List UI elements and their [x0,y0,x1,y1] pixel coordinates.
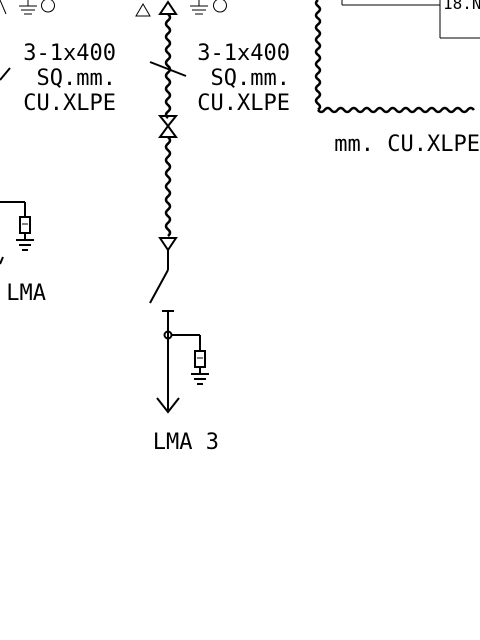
cable-wavy-upper [164,13,172,119]
right-cable-type: mm. CU.XLPE [334,132,480,157]
center-feeder [149,0,209,414]
center-cable-size: 3-1x400 [197,41,290,66]
panel-wavy-bottom [317,106,475,114]
panel-label: 18.N [443,0,480,13]
left-feeder-label: LMA [6,281,46,306]
top-center-earth-symbols [135,0,227,17]
left-cable-size: 3-1x400 [23,41,116,66]
left-feeder-partial [0,67,34,265]
center-cable-unit: SQ.mm. [211,66,290,91]
cable-wavy-lower [164,136,172,237]
panel-wavy-left [314,0,322,111]
top-left-earth-symbols [0,0,55,15]
center-cable-type: CU.XLPE [197,91,290,116]
right-panel-partial [314,0,480,114]
left-cable-unit: SQ.mm. [37,66,116,91]
center-feeder-label: LMA 3 [153,430,219,455]
left-cable-type: CU.XLPE [23,91,116,116]
